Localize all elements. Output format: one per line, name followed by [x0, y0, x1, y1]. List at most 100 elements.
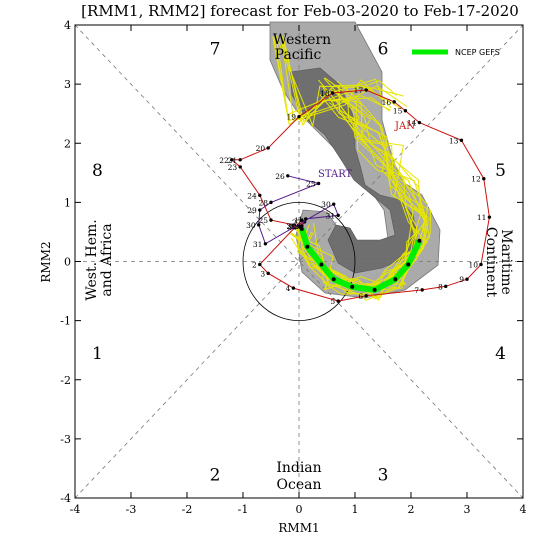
phase-number-label: 2: [210, 465, 221, 485]
y-tick-label: -4: [60, 492, 71, 505]
region-maritime-line1: Maritime: [498, 229, 514, 295]
observed-point: [332, 202, 336, 206]
observed-point: [304, 217, 308, 221]
observed-point: [238, 158, 242, 162]
chart-title: [RMM1, RMM2] forecast for Feb-03-2020 to…: [81, 2, 519, 20]
observed-point: [286, 174, 290, 178]
ensemble-member-line: [275, 35, 404, 128]
y-tick-label: 4: [64, 19, 71, 32]
observed-day-label: 3: [260, 269, 265, 278]
observed-day-label: 10: [468, 260, 478, 269]
region-west-hem-line1: West. Hem.: [84, 219, 100, 300]
observed-day-label: 2: [294, 222, 299, 231]
observed-point: [258, 193, 262, 197]
observed-point: [444, 284, 448, 289]
observed-point: [316, 181, 321, 186]
phase-number-label: 8: [92, 161, 103, 181]
observed-day-label: 7: [414, 286, 419, 295]
observed-day-label: 24: [247, 191, 257, 200]
observed-day-label: 31: [326, 211, 336, 220]
ensemble-mean-point: [406, 262, 411, 267]
observed-day-label: 9: [459, 275, 464, 284]
observed-day-label: 4: [286, 284, 291, 293]
observed-day-label: 30: [246, 221, 256, 230]
observed-point: [459, 138, 464, 142]
observed-day-label: 28: [258, 198, 268, 207]
y-tick-label: -1: [60, 315, 71, 328]
ensemble-mean-point: [417, 238, 422, 243]
observed-day-label: 29: [286, 222, 296, 231]
x-tick-label: -4: [70, 503, 81, 516]
phase-number-label: 3: [378, 465, 389, 485]
observed-day-label: 2: [252, 260, 257, 269]
y-tick-label: 0: [64, 256, 71, 269]
ensemble-mean-point: [393, 277, 398, 282]
observed-day-label: 31: [253, 240, 263, 249]
y-tick-label: 1: [64, 196, 71, 209]
observed-point: [403, 109, 408, 113]
x-tick-label: 2: [408, 503, 415, 516]
observed-day-label: 29: [247, 206, 257, 215]
x-axis-label: RMM1: [278, 521, 319, 535]
observed-point: [256, 223, 261, 227]
ensemble-member-line: [283, 37, 383, 127]
x-tick-label: -1: [238, 503, 249, 516]
observed-point: [269, 200, 273, 205]
observed-point: [482, 177, 486, 181]
observed-point: [291, 286, 296, 290]
observed-point: [300, 224, 304, 228]
x-tick-label: 4: [520, 503, 527, 516]
start-path-line: [258, 175, 339, 245]
legend: NCEP GEFS: [412, 48, 500, 57]
x-tick-label: 3: [464, 503, 471, 516]
region-western-pacific-line1: Western: [273, 32, 331, 48]
observed-day-label: 17: [354, 86, 364, 95]
observed-day-label: 5: [330, 297, 335, 306]
ensemble-member-line: [281, 39, 402, 123]
observed-path: 1234567891011121314151617181920212223242…: [219, 86, 492, 306]
observed-day-label: 14: [407, 119, 417, 128]
x-tick-label: -3: [126, 503, 137, 516]
jan-annotation: JAN: [394, 121, 415, 132]
x-tick-label: 0: [296, 503, 303, 516]
observed-point: [420, 288, 424, 292]
observed-day-label: 22: [219, 156, 229, 165]
phase-number-label: 1: [92, 344, 103, 364]
observed-day-label: 26: [275, 172, 285, 181]
observed-point: [300, 218, 304, 222]
region-indian-line2: Ocean: [277, 477, 322, 493]
observed-day-label: 30: [321, 200, 331, 209]
observed-point: [336, 213, 340, 218]
region-maritime-line2: Continent: [483, 227, 499, 298]
observed-day-label: 15: [393, 107, 403, 116]
region-western-pacific-line2: Pacific: [275, 47, 322, 63]
phase-number-label: 5: [495, 161, 506, 181]
observed-day-label: 25: [306, 179, 316, 188]
y-tick-label: 3: [64, 78, 71, 91]
observed-day-label: 11: [477, 213, 487, 222]
observed-point: [266, 146, 270, 150]
annotations: JAN START: [318, 121, 415, 180]
ensemble-mean-point: [305, 244, 310, 249]
phase-number-label: 4: [495, 344, 506, 364]
observed-point: [392, 100, 396, 104]
observed-day-label: 12: [471, 175, 481, 184]
ensemble-mean-point: [319, 262, 324, 267]
spread-inner-region: [289, 67, 419, 274]
region-indian-line1: Indian: [276, 460, 321, 476]
ensemble-mean-point: [331, 277, 336, 282]
observed-point: [336, 299, 340, 303]
observed-point: [266, 271, 270, 276]
observed-point: [330, 91, 335, 95]
observed-day-label: 8: [438, 282, 443, 291]
observed-point: [479, 262, 483, 267]
region-labels: Western Pacific Indian Ocean West. Hem. …: [84, 32, 514, 493]
ensemble-mean-point: [350, 284, 355, 289]
observed-day-label: 27: [292, 218, 302, 227]
y-tick-label: -2: [60, 374, 71, 387]
observed-day-label: 6: [358, 292, 363, 301]
